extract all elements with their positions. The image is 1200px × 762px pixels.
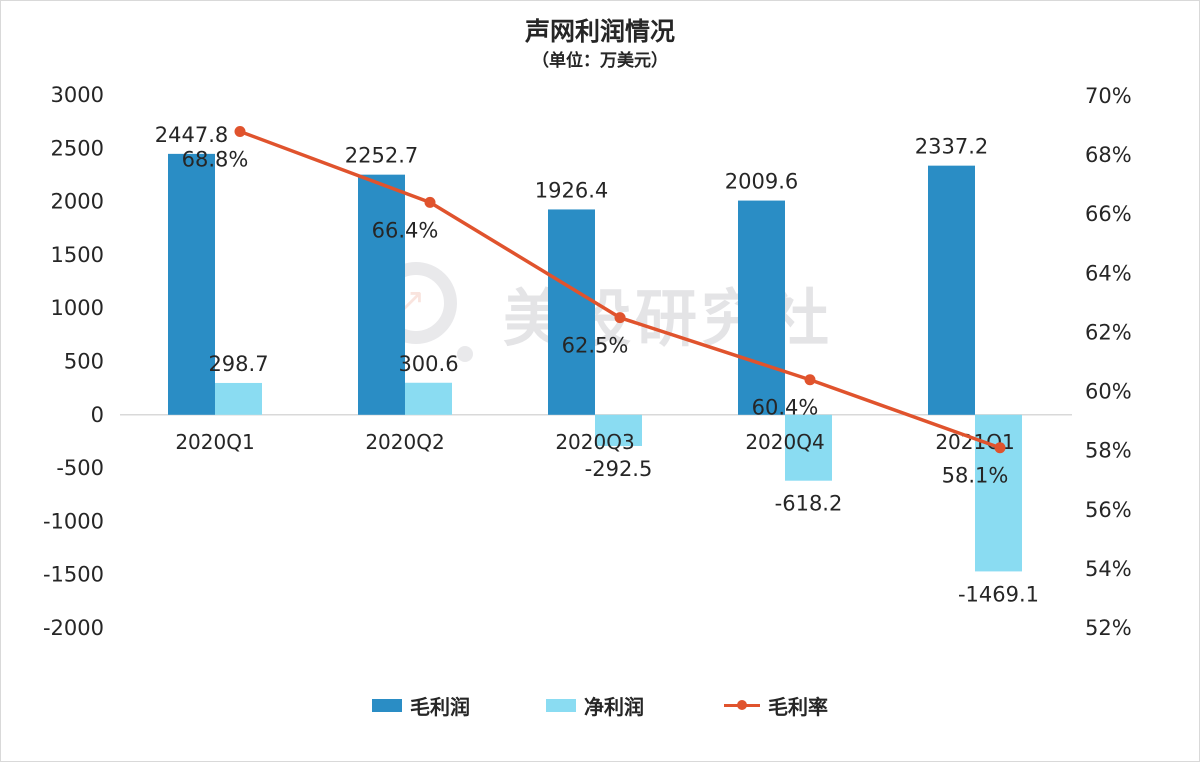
data-label-gross-margin: 68.8% (182, 147, 249, 171)
watermark-logo-dot (457, 346, 473, 362)
legend-label-gross-profit: 毛利润 (410, 694, 470, 719)
chart-title: 声网利润情况 (524, 17, 675, 46)
y-axis-tick-label: -500 (56, 456, 104, 480)
y2-axis-tick-label: 66% (1085, 202, 1132, 226)
x-axis-category-label: 2020Q3 (555, 430, 634, 454)
y-axis-tick-label: 500 (64, 350, 104, 374)
data-label-gross-margin: 60.4% (752, 396, 819, 420)
y2-axis-tick-label: 54% (1085, 557, 1132, 581)
y-axis-tick-label: -2000 (43, 616, 104, 640)
data-label-gross-profit: 1926.4 (535, 178, 608, 202)
chart-subtitle: （单位：万美元） (532, 51, 668, 71)
y-axis-tick-label: 1000 (51, 296, 104, 320)
data-label-gross-profit: 2252.7 (345, 144, 418, 168)
bar-net-profit (405, 382, 452, 415)
legend-label-net-profit: 净利润 (584, 694, 644, 719)
y2-axis-tick-label: 68% (1085, 143, 1132, 167)
y2-axis-tick-label: 70% (1085, 84, 1132, 108)
data-label-net-profit: 300.6 (398, 352, 458, 376)
point-gross-margin (804, 374, 816, 386)
y2-axis-tick-label: 62% (1085, 320, 1132, 344)
x-axis-category-label: 2020Q4 (745, 430, 824, 454)
legend-label-gross-margin: 毛利率 (768, 694, 828, 719)
y2-axis-tick-label: 52% (1085, 616, 1132, 640)
bar-net-profit (595, 414, 642, 446)
bar-gross-profit (168, 153, 215, 415)
data-label-net-profit: 298.7 (208, 352, 268, 376)
y2-axis-tick-label: 58% (1085, 439, 1132, 463)
y-axis-tick-label: -1000 (43, 509, 104, 533)
bar-gross-profit (928, 165, 975, 415)
y-axis-tick-label: 2500 (51, 136, 104, 160)
y2-axis-tick-label: 60% (1085, 380, 1132, 404)
legend-swatch-net-profit (546, 698, 576, 712)
bar-net-profit (215, 382, 262, 415)
legend-item-gross-profit: 毛利润 (372, 690, 470, 720)
point-gross-margin (614, 312, 626, 324)
y-axis-tick-label: -1500 (43, 563, 104, 587)
legend-swatch-gross-profit (372, 698, 402, 712)
data-label-gross-profit: 2009.6 (725, 170, 798, 194)
bar-net-profit (785, 414, 832, 481)
bar-gross-profit (358, 174, 405, 415)
data-label-gross-margin: 58.1% (942, 464, 1009, 488)
y2-axis-tick-label: 56% (1085, 498, 1132, 522)
data-label-net-profit: -292.5 (585, 457, 653, 481)
data-label-gross-margin: 66.4% (372, 218, 439, 242)
y2-axis-tick-label: 64% (1085, 261, 1132, 285)
legend-item-net-profit: 净利润 (546, 690, 644, 720)
y-axis-tick-label: 0 (91, 403, 104, 427)
data-label-net-profit: -618.2 (775, 492, 843, 516)
y-axis-tick-label: 2000 (51, 190, 104, 214)
legend-line-marker-gross-margin (724, 699, 760, 712)
data-label-gross-profit: 2447.8 (155, 123, 228, 147)
y-axis-tick-label: 3000 (51, 83, 104, 107)
legend: 毛利润 净利润 毛利率 (0, 690, 1200, 720)
point-gross-margin (424, 196, 436, 208)
legend-item-gross-margin: 毛利率 (724, 690, 828, 720)
x-axis-category-label: 2020Q2 (365, 430, 444, 454)
bar-gross-profit (548, 209, 595, 415)
point-gross-margin (994, 442, 1006, 454)
data-label-gross-profit: 2337.2 (915, 135, 988, 159)
data-label-net-profit: -1469.1 (958, 582, 1039, 606)
line-gross-margin (239, 129, 1001, 450)
point-gross-margin (234, 125, 246, 137)
bar-gross-profit (738, 200, 785, 415)
data-label-gross-margin: 62.5% (562, 334, 629, 358)
y-axis-tick-label: 1500 (51, 243, 104, 267)
x-axis-category-label: 2020Q1 (175, 430, 254, 454)
